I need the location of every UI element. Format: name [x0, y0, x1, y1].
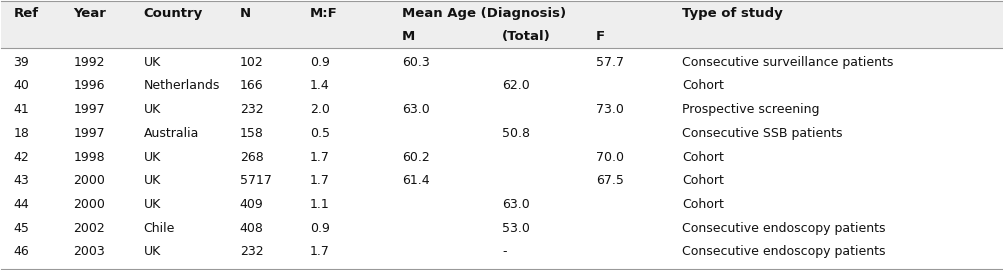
Text: 67.5: 67.5 — [596, 174, 624, 187]
Text: 0.9: 0.9 — [310, 56, 329, 69]
Text: Prospective screening: Prospective screening — [682, 103, 818, 116]
Text: 1.4: 1.4 — [310, 79, 329, 92]
Text: Australia: Australia — [143, 127, 199, 140]
Text: Cohort: Cohort — [682, 174, 723, 187]
Text: 18: 18 — [13, 127, 29, 140]
Text: 232: 232 — [240, 245, 263, 258]
Text: 41: 41 — [13, 103, 29, 116]
Text: Ref: Ref — [13, 7, 38, 20]
Text: Cohort: Cohort — [682, 198, 723, 211]
Text: 2.0: 2.0 — [310, 103, 329, 116]
Text: M: M — [401, 30, 414, 43]
Text: Type of study: Type of study — [682, 7, 782, 20]
Text: 42: 42 — [13, 151, 29, 164]
Text: 2000: 2000 — [73, 174, 105, 187]
Text: 39: 39 — [13, 56, 29, 69]
Text: 2000: 2000 — [73, 198, 105, 211]
Text: 60.2: 60.2 — [401, 151, 429, 164]
Text: 57.7: 57.7 — [596, 56, 624, 69]
Text: Consecutive endoscopy patients: Consecutive endoscopy patients — [682, 245, 885, 258]
Text: 70.0: 70.0 — [596, 151, 624, 164]
Text: Consecutive surveillance patients: Consecutive surveillance patients — [682, 56, 893, 69]
Text: Mean Age (Diagnosis): Mean Age (Diagnosis) — [401, 7, 566, 20]
Text: Consecutive SSB patients: Consecutive SSB patients — [682, 127, 842, 140]
Text: UK: UK — [143, 174, 160, 187]
Text: 40: 40 — [13, 79, 29, 92]
Bar — [1, 1, 1002, 48]
Text: 62.0: 62.0 — [502, 79, 530, 92]
Text: 1.7: 1.7 — [310, 151, 329, 164]
Text: Chile: Chile — [143, 222, 175, 235]
Text: 2003: 2003 — [73, 245, 105, 258]
Text: 102: 102 — [240, 56, 263, 69]
Text: Cohort: Cohort — [682, 79, 723, 92]
Text: M:F: M:F — [310, 7, 337, 20]
Text: F: F — [596, 30, 605, 43]
Text: 1998: 1998 — [73, 151, 105, 164]
Text: 43: 43 — [13, 174, 29, 187]
Text: UK: UK — [143, 56, 160, 69]
Text: 53.0: 53.0 — [502, 222, 530, 235]
Text: UK: UK — [143, 245, 160, 258]
Text: Consecutive endoscopy patients: Consecutive endoscopy patients — [682, 222, 885, 235]
Text: 73.0: 73.0 — [596, 103, 624, 116]
Text: 45: 45 — [13, 222, 29, 235]
Text: Country: Country — [143, 7, 203, 20]
Text: UK: UK — [143, 198, 160, 211]
Text: (Total): (Total) — [502, 30, 551, 43]
Text: 232: 232 — [240, 103, 263, 116]
Text: 61.4: 61.4 — [401, 174, 429, 187]
Text: 50.8: 50.8 — [502, 127, 530, 140]
Text: 1997: 1997 — [73, 103, 105, 116]
Text: Netherlands: Netherlands — [143, 79, 220, 92]
Text: 1.7: 1.7 — [310, 174, 329, 187]
Text: 0.5: 0.5 — [310, 127, 329, 140]
Text: 5717: 5717 — [240, 174, 271, 187]
Text: 408: 408 — [240, 222, 264, 235]
Text: 63.0: 63.0 — [502, 198, 530, 211]
Text: 46: 46 — [13, 245, 29, 258]
Text: 158: 158 — [240, 127, 264, 140]
Text: 1997: 1997 — [73, 127, 105, 140]
Text: 60.3: 60.3 — [401, 56, 429, 69]
Text: 2002: 2002 — [73, 222, 105, 235]
Text: N: N — [240, 7, 251, 20]
Text: 268: 268 — [240, 151, 263, 164]
Text: Cohort: Cohort — [682, 151, 723, 164]
Text: 1.7: 1.7 — [310, 245, 329, 258]
Text: -: - — [502, 245, 506, 258]
Text: Year: Year — [73, 7, 106, 20]
Text: 409: 409 — [240, 198, 263, 211]
Text: 1996: 1996 — [73, 79, 105, 92]
Text: UK: UK — [143, 151, 160, 164]
Text: 1.1: 1.1 — [310, 198, 329, 211]
Text: 0.9: 0.9 — [310, 222, 329, 235]
Text: 166: 166 — [240, 79, 263, 92]
Text: UK: UK — [143, 103, 160, 116]
Text: 1992: 1992 — [73, 56, 105, 69]
Text: 63.0: 63.0 — [401, 103, 429, 116]
Text: 44: 44 — [13, 198, 29, 211]
